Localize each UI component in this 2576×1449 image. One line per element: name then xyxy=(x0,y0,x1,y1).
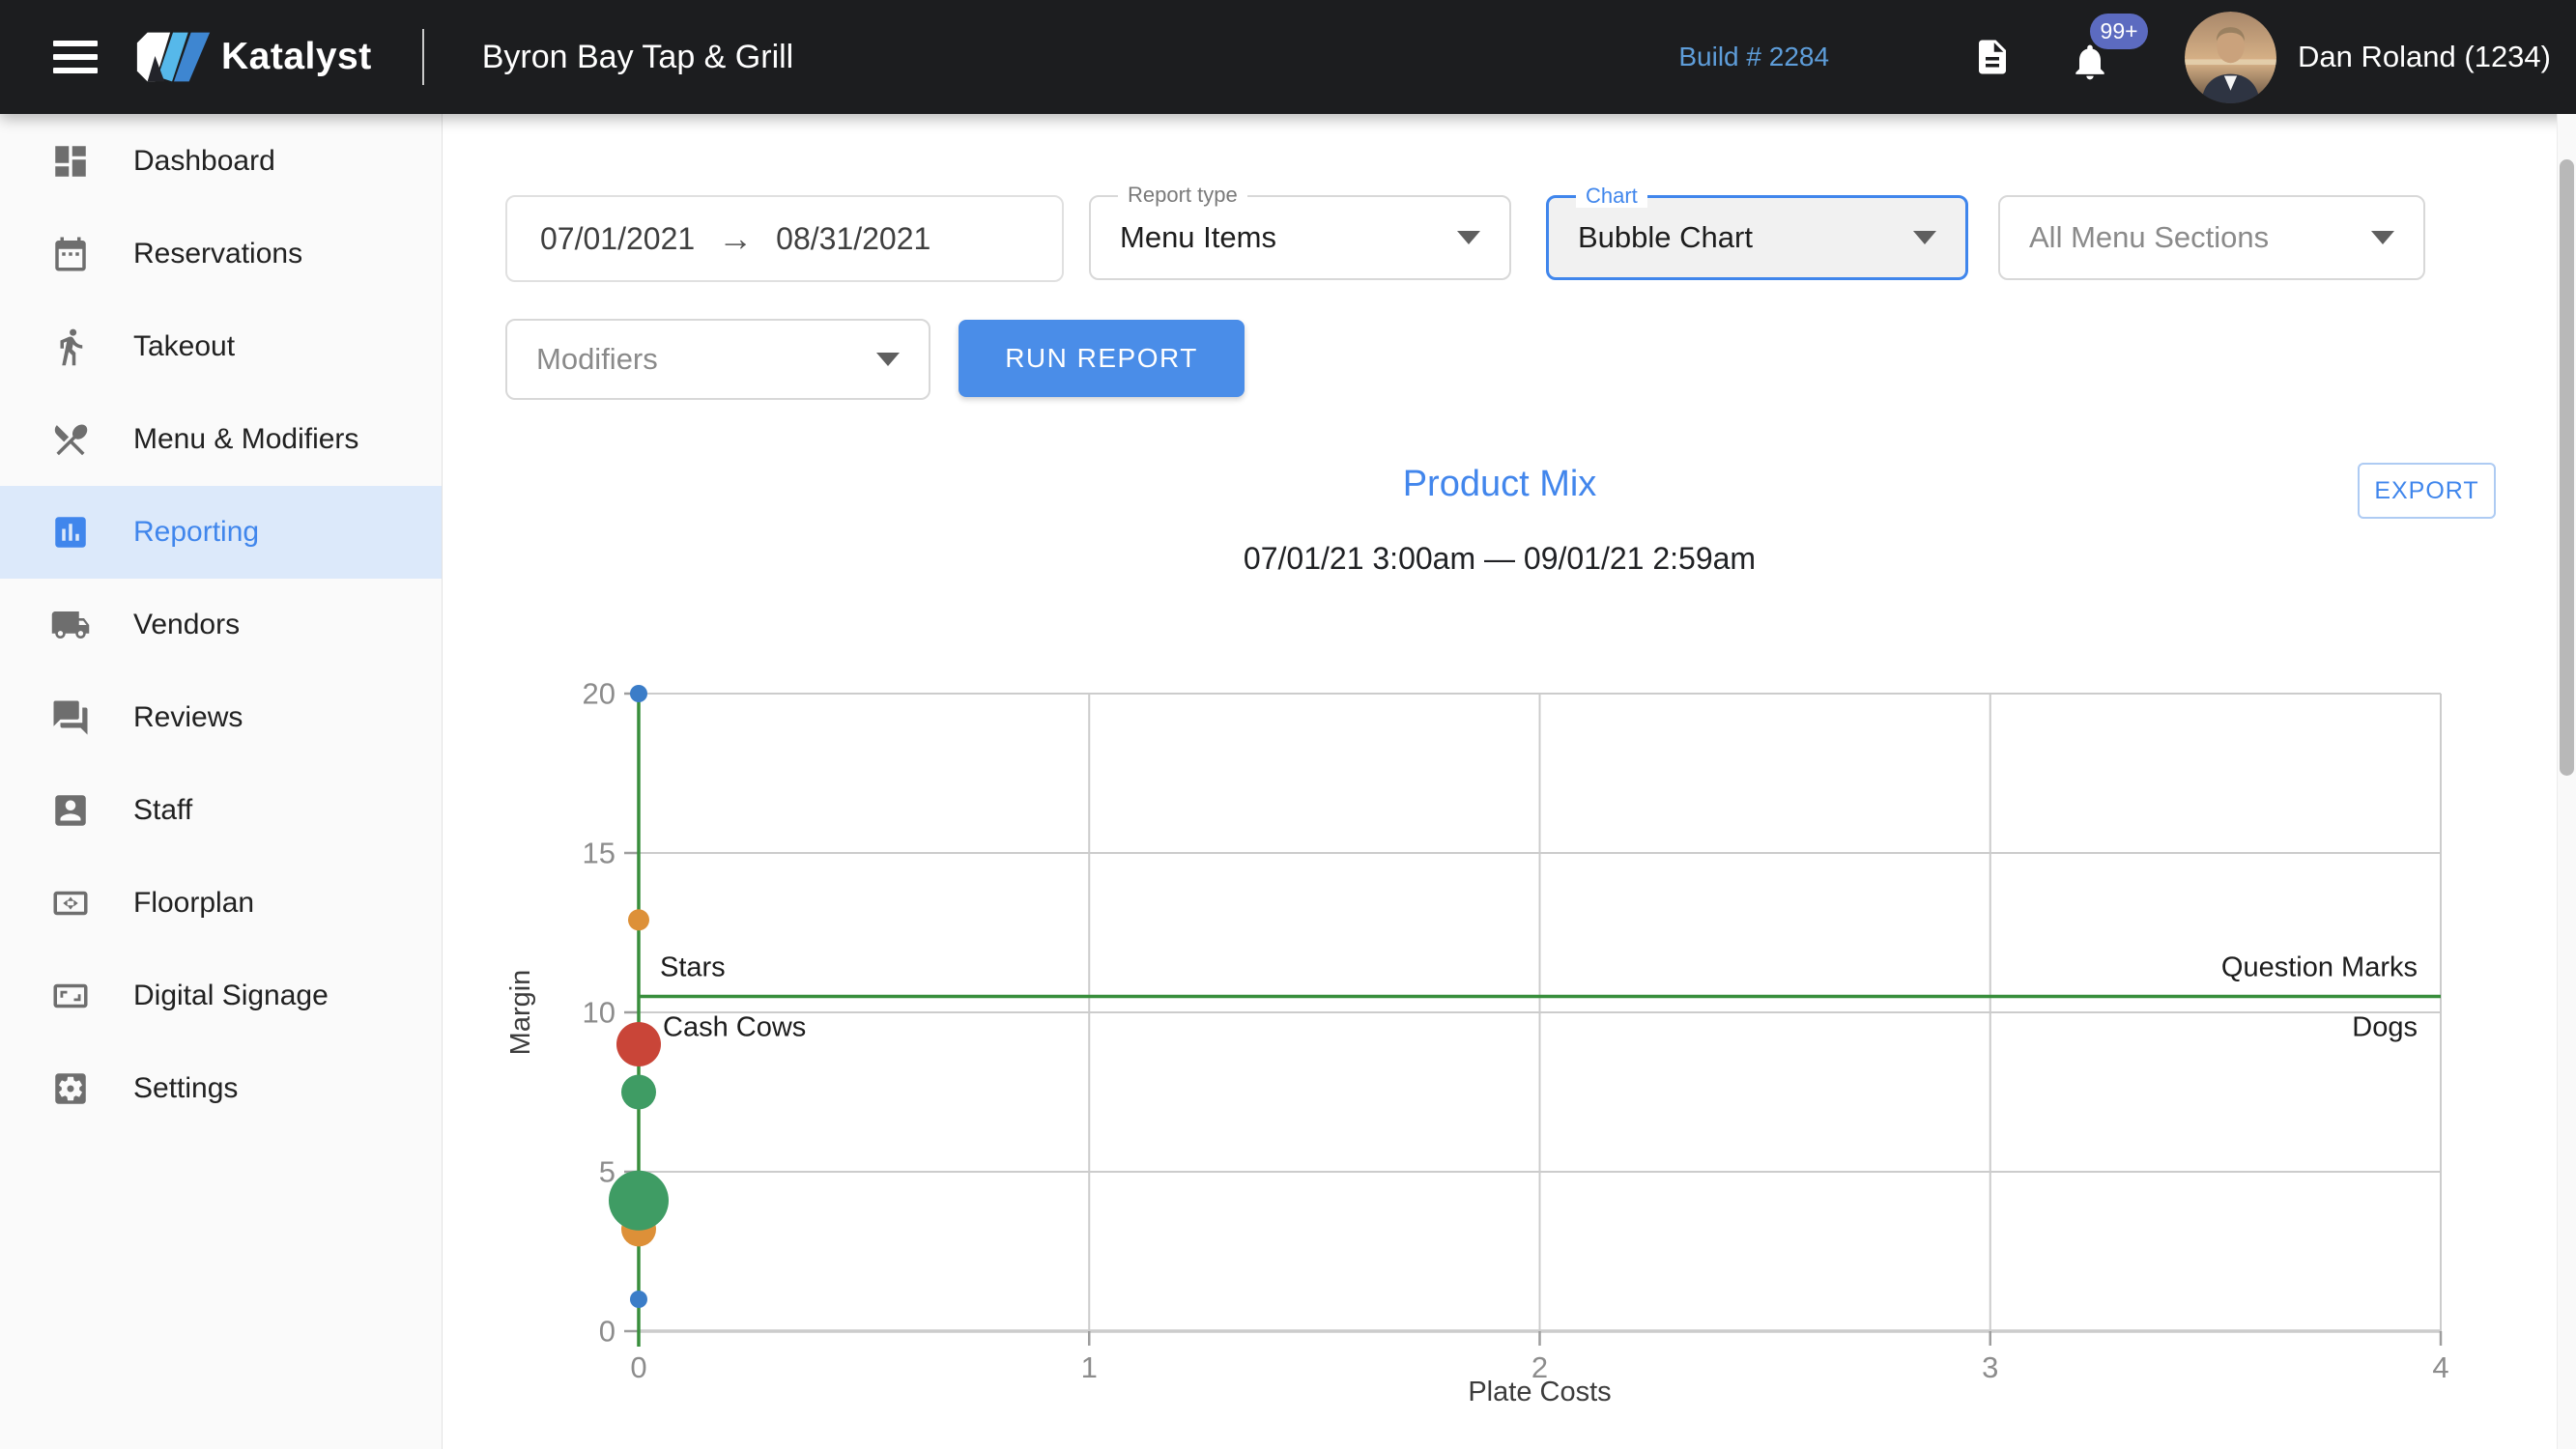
sidebar-item-label: Floorplan xyxy=(133,887,254,920)
hamburger-menu-icon[interactable] xyxy=(53,41,98,73)
calendar-icon xyxy=(50,234,91,274)
y-tick-label: 0 xyxy=(599,1315,615,1349)
user-avatar[interactable] xyxy=(2185,12,2276,103)
gear-icon xyxy=(50,1068,91,1109)
chevron-down-icon xyxy=(1913,231,1936,244)
modifiers-value: Modifiers xyxy=(536,342,861,377)
signage-screen-icon xyxy=(50,976,91,1016)
bubble[interactable] xyxy=(628,909,649,930)
sidebar-item-vendors[interactable]: Vendors xyxy=(0,579,442,671)
notification-count-badge: 99+ xyxy=(2090,14,2148,49)
sidebar-item-digital-signage[interactable]: Digital Signage xyxy=(0,950,442,1042)
build-number-link[interactable]: Build # 2284 xyxy=(1678,42,1829,72)
sidebar-item-menu-modifiers[interactable]: Menu & Modifiers xyxy=(0,393,442,486)
scrollbar-track[interactable] xyxy=(2557,114,2576,1449)
sidebar-item-settings[interactable]: Settings xyxy=(0,1042,442,1135)
chart-label: Chart xyxy=(1576,185,1647,208)
sidebar-item-label: Reporting xyxy=(133,516,259,549)
sidebar-item-floorplan[interactable]: Floorplan xyxy=(0,857,442,950)
brand-name: Katalyst xyxy=(221,36,372,78)
bar-chart-icon xyxy=(50,512,91,553)
release-notes-icon[interactable] xyxy=(1972,37,2013,77)
bubble[interactable] xyxy=(630,685,647,702)
quadrant-label-cash-cows: Cash Cows xyxy=(663,1012,806,1043)
y-tick-label: 5 xyxy=(599,1155,615,1189)
truck-icon xyxy=(50,605,91,645)
report-type-dropdown[interactable]: Report type Menu Items xyxy=(1089,195,1511,280)
walking-person-icon xyxy=(50,327,91,367)
x-tick-label: 1 xyxy=(1081,1350,1098,1384)
date-range-field[interactable]: 07/01/2021 → 08/31/2021 xyxy=(505,195,1064,282)
report-title: Product Mix xyxy=(443,464,2557,505)
sidebar-item-label: Digital Signage xyxy=(133,980,329,1012)
arrow-right-icon: → xyxy=(718,218,753,259)
restaurant-name: Byron Bay Tap & Grill xyxy=(482,39,794,76)
sidebar-item-label: Reviews xyxy=(133,701,243,734)
notifications-button[interactable]: 99+ xyxy=(2069,31,2111,83)
y-tick-label: 10 xyxy=(583,996,615,1030)
bubble-chart-svg: 0510152001234StarsQuestion MarksCash Cow… xyxy=(464,638,2503,1420)
y-axis-title: Margin xyxy=(505,970,536,1056)
quadrant-label-dogs: Dogs xyxy=(2352,1012,2418,1043)
report-date-range: 07/01/21 3:00am — 09/01/21 2:59am xyxy=(443,541,2557,577)
main-content: Reporting 07/01/2021 → 08/31/2021 Report… xyxy=(443,0,2557,1449)
y-tick-label: 20 xyxy=(583,677,615,711)
sidebar-item-label: Menu & Modifiers xyxy=(133,423,358,456)
bubble[interactable] xyxy=(630,1291,647,1308)
bubble[interactable] xyxy=(609,1171,669,1231)
header-divider xyxy=(422,29,424,85)
y-tick-label: 15 xyxy=(583,837,615,870)
menu-sections-value: All Menu Sections xyxy=(2029,220,2356,255)
sidebar-item-staff[interactable]: Staff xyxy=(0,764,442,857)
sidebar-nav: Dashboard Reservations Takeout Menu & Modif… xyxy=(0,114,443,1449)
x-axis-title: Plate Costs xyxy=(1468,1377,1611,1407)
date-end-value: 08/31/2021 xyxy=(776,221,930,257)
report-type-value: Menu Items xyxy=(1120,220,1442,255)
sidebar-item-dashboard[interactable]: Dashboard xyxy=(0,115,442,208)
report-type-label: Report type xyxy=(1118,184,1247,207)
chevron-down-icon xyxy=(876,353,900,366)
sidebar-item-label: Vendors xyxy=(133,609,240,641)
sidebar-item-label: Staff xyxy=(133,794,192,827)
chart-type-value: Bubble Chart xyxy=(1578,220,1898,255)
sidebar-item-label: Takeout xyxy=(133,330,235,363)
chevron-down-icon xyxy=(1457,231,1480,244)
sidebar-item-reviews[interactable]: Reviews xyxy=(0,671,442,764)
quadrant-label-stars: Stars xyxy=(660,952,726,983)
sidebar-item-label: Reservations xyxy=(133,238,302,270)
sidebar-item-label: Dashboard xyxy=(133,145,275,178)
export-button[interactable]: EXPORT xyxy=(2358,463,2496,519)
run-report-button[interactable]: RUN REPORT xyxy=(959,320,1245,397)
user-name[interactable]: Dan Roland (1234) xyxy=(2298,40,2551,74)
sidebar-item-reservations[interactable]: Reservations xyxy=(0,208,442,300)
sidebar-item-reporting[interactable]: Reporting xyxy=(0,486,442,579)
quadrant-label-question-marks: Question Marks xyxy=(2221,952,2418,983)
chevron-down-icon xyxy=(2371,231,2394,244)
sidebar-item-takeout[interactable]: Takeout xyxy=(0,300,442,393)
sidebar-item-label: Settings xyxy=(133,1072,238,1105)
bubble-chart: 0510152001234StarsQuestion MarksCash Cow… xyxy=(464,638,2503,1420)
bubble[interactable] xyxy=(621,1075,656,1110)
x-tick-label: 4 xyxy=(2432,1350,2448,1384)
chart-type-dropdown[interactable]: Chart Bubble Chart xyxy=(1546,195,1968,280)
menu-sections-dropdown[interactable]: All Menu Sections xyxy=(1998,195,2425,280)
date-start-value: 07/01/2021 xyxy=(540,221,695,257)
dashboard-icon xyxy=(50,141,91,182)
person-badge-icon xyxy=(50,790,91,831)
modifiers-dropdown[interactable]: Modifiers xyxy=(505,319,930,400)
fit-screen-icon xyxy=(50,883,91,923)
chat-bubbles-icon xyxy=(50,697,91,738)
app-window: Katalyst Byron Bay Tap & Grill Build # 2… xyxy=(0,0,2576,1449)
x-tick-label: 0 xyxy=(630,1350,646,1384)
scrollbar-thumb[interactable] xyxy=(2560,159,2574,776)
crossed-utensils-icon xyxy=(50,419,91,460)
x-tick-label: 3 xyxy=(1982,1350,1998,1384)
katalyst-logo-icon xyxy=(132,27,217,87)
top-app-bar: Katalyst Byron Bay Tap & Grill Build # 2… xyxy=(0,0,2576,114)
bubble[interactable] xyxy=(616,1022,661,1066)
